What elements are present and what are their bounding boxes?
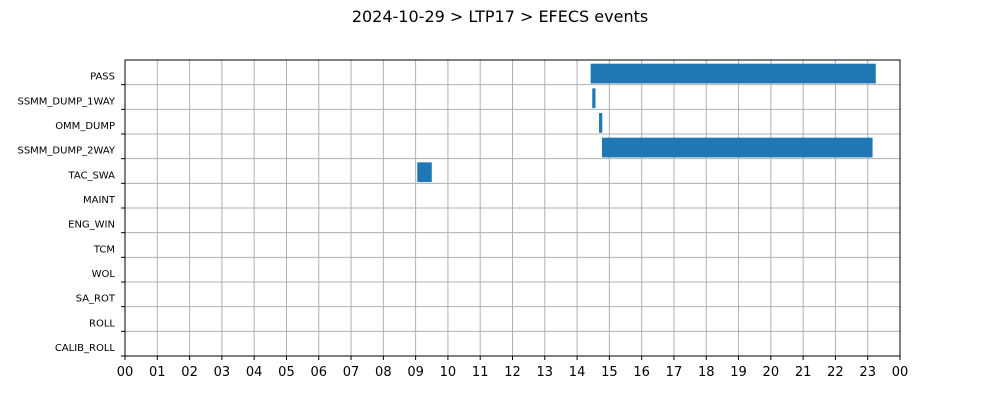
x-tick-label: 02 [181,365,198,380]
x-tick-label: 20 [763,365,780,380]
y-axis: PASS SSMM_DUMP_1WAY OMM_DUMP SSMM_DUMP_2WAY… [17,72,125,357]
x-tick-label: 03 [214,365,231,380]
event-bar [599,113,603,133]
y-tick-label: SA_ROT [76,294,116,305]
x-tick-label: 11 [472,365,489,380]
bars [417,63,876,183]
event-bar [590,63,876,84]
x-tick-label: 00 [892,365,909,380]
y-tick-label: SSMM_DUMP_2WAY [17,146,115,157]
x-tick-label: 21 [795,365,812,380]
y-tick-label: ENG_WIN [68,220,115,231]
grid-lines [125,60,900,356]
y-tick-label: TAC_SWA [67,170,115,181]
y-tick-label: CALIB_ROLL [55,343,116,354]
x-tick-label: 23 [859,365,876,380]
x-tick-label: 13 [537,365,554,380]
x-axis: 00 01 02 03 04 05 06 07 08 09 10 11 12 13 14 15 16 17 18 19… [117,356,909,380]
x-tick-label: 07 [343,365,360,380]
event-bar [601,137,873,158]
y-tick-label: PASS [90,72,115,83]
x-tick-label: 05 [278,365,295,380]
y-tick-label: TCM [93,244,115,255]
x-tick-label: 12 [504,365,521,380]
event-bar [417,162,432,183]
chart-title: 2024-10-29 > LTP17 > EFECS events [352,7,648,26]
x-tick-label: 17 [666,365,683,380]
x-tick-label: 08 [375,365,392,380]
x-tick-label: 19 [730,365,747,380]
x-tick-label: 22 [827,365,844,380]
y-tick-label: MAINT [83,195,116,206]
x-tick-label: 14 [569,365,586,380]
x-tick-label: 16 [633,365,650,380]
x-tick-label: 15 [601,365,618,380]
x-tick-label: 04 [246,365,263,380]
x-tick-label: 00 [117,365,134,380]
event-bar [592,88,596,109]
x-tick-label: 10 [440,365,457,380]
x-tick-label: 18 [698,365,715,380]
x-tick-label: 06 [310,365,327,380]
x-tick-label: 01 [149,365,166,380]
y-tick-label: SSMM_DUMP_1WAY [17,96,115,107]
x-tick-label: 09 [407,365,424,380]
y-tick-label: WOL [92,269,116,280]
y-tick-label: OMM_DUMP [55,121,115,132]
y-tick-label: ROLL [89,318,115,329]
